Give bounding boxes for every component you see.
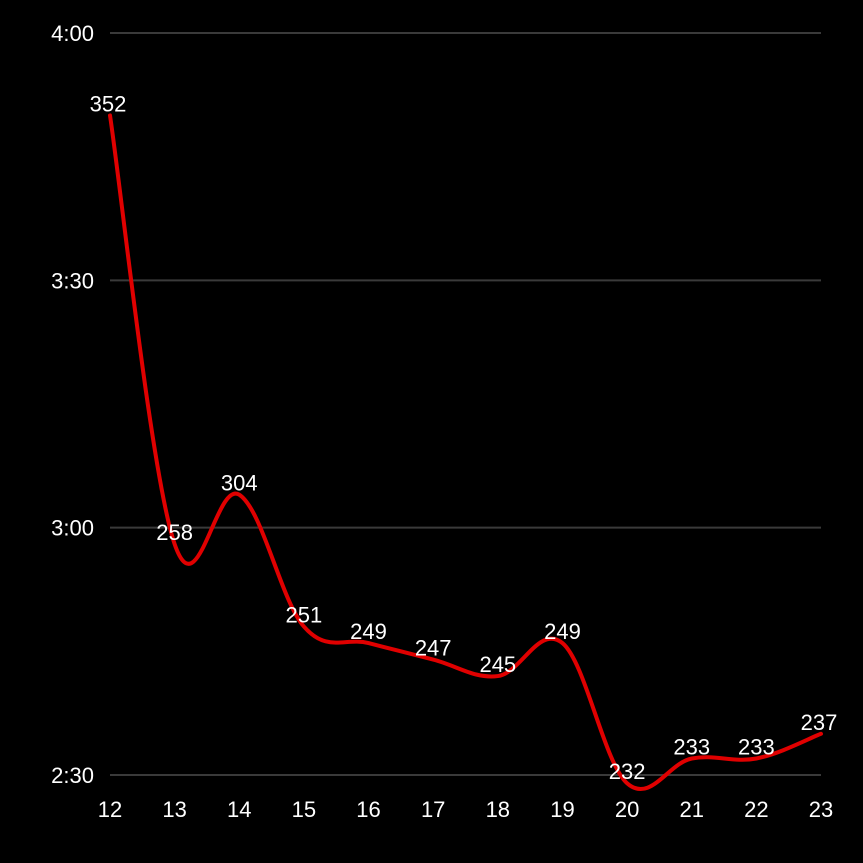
y-tick-label: 3:30 <box>51 268 94 293</box>
x-tick-label: 19 <box>550 797 574 822</box>
data-label: 352 <box>90 91 127 116</box>
x-tick-label: 18 <box>486 797 510 822</box>
x-tick-label: 15 <box>292 797 316 822</box>
data-label: 249 <box>544 619 581 644</box>
x-tick-label: 12 <box>98 797 122 822</box>
x-tick-label: 23 <box>809 797 833 822</box>
data-label: 237 <box>801 710 838 735</box>
x-tick-label: 14 <box>227 797 251 822</box>
data-labels: 352 258 304 251 249 247 245 249 232 233 233 237 <box>90 91 838 784</box>
data-label: 249 <box>350 619 387 644</box>
series-line <box>108 113 823 792</box>
y-tick-label: 2:30 <box>51 763 94 788</box>
y-tick-label: 4:00 <box>51 21 94 46</box>
x-tick-label: 16 <box>356 797 380 822</box>
data-label: 233 <box>673 735 710 760</box>
data-label: 233 <box>738 735 775 760</box>
x-axis-ticks: 12 13 14 15 16 17 18 19 20 21 22 23 <box>98 797 833 822</box>
x-tick-label: 20 <box>615 797 639 822</box>
data-label: 232 <box>609 759 646 784</box>
y-tick-label: 3:00 <box>51 516 94 541</box>
x-tick-label: 22 <box>744 797 768 822</box>
data-label: 247 <box>415 636 452 661</box>
data-label: 258 <box>156 520 193 545</box>
data-label: 251 <box>286 603 323 628</box>
x-tick-label: 13 <box>162 797 186 822</box>
data-label: 304 <box>221 471 258 496</box>
grid-lines <box>110 32 821 776</box>
x-tick-label: 21 <box>679 797 703 822</box>
x-tick-label: 17 <box>421 797 445 822</box>
data-label: 245 <box>479 652 516 677</box>
y-axis-ticks: 2:30 3:00 3:30 4:00 <box>51 21 94 788</box>
